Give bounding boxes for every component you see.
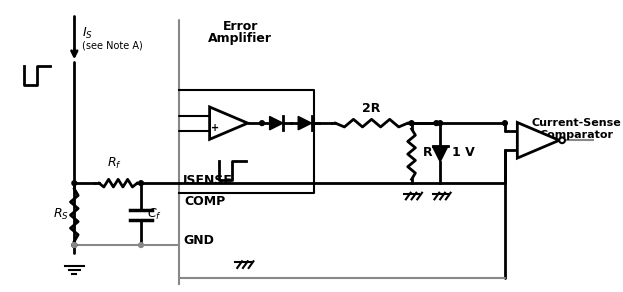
Text: Comparator: Comparator <box>540 130 614 140</box>
Text: 1 V: 1 V <box>452 146 474 159</box>
Circle shape <box>434 121 439 126</box>
Polygon shape <box>432 147 448 162</box>
Text: GND: GND <box>183 234 214 247</box>
Circle shape <box>72 243 77 247</box>
Circle shape <box>72 181 77 185</box>
Text: +: + <box>211 123 219 133</box>
Text: Current-Sense: Current-Sense <box>531 118 621 128</box>
Text: $R_S$: $R_S$ <box>53 207 69 222</box>
Text: Error: Error <box>222 20 258 33</box>
Text: R: R <box>423 146 432 159</box>
Circle shape <box>438 121 442 126</box>
Text: $C_f$: $C_f$ <box>147 207 162 222</box>
Text: $I_S$: $I_S$ <box>82 26 93 41</box>
Circle shape <box>503 121 507 126</box>
Text: ISENSE: ISENSE <box>183 174 233 187</box>
Circle shape <box>260 121 264 126</box>
Polygon shape <box>298 117 312 130</box>
Circle shape <box>559 138 565 143</box>
Polygon shape <box>209 107 248 139</box>
Text: COMP: COMP <box>185 194 226 208</box>
Text: $R_f$: $R_f$ <box>107 156 121 171</box>
Polygon shape <box>517 122 559 158</box>
Circle shape <box>72 243 77 247</box>
Circle shape <box>139 181 143 185</box>
Polygon shape <box>270 117 283 130</box>
Circle shape <box>409 121 414 126</box>
Text: 2R: 2R <box>363 102 381 115</box>
Text: (see Note A): (see Note A) <box>82 40 143 50</box>
Circle shape <box>139 243 143 247</box>
Text: Amplifier: Amplifier <box>208 32 272 45</box>
